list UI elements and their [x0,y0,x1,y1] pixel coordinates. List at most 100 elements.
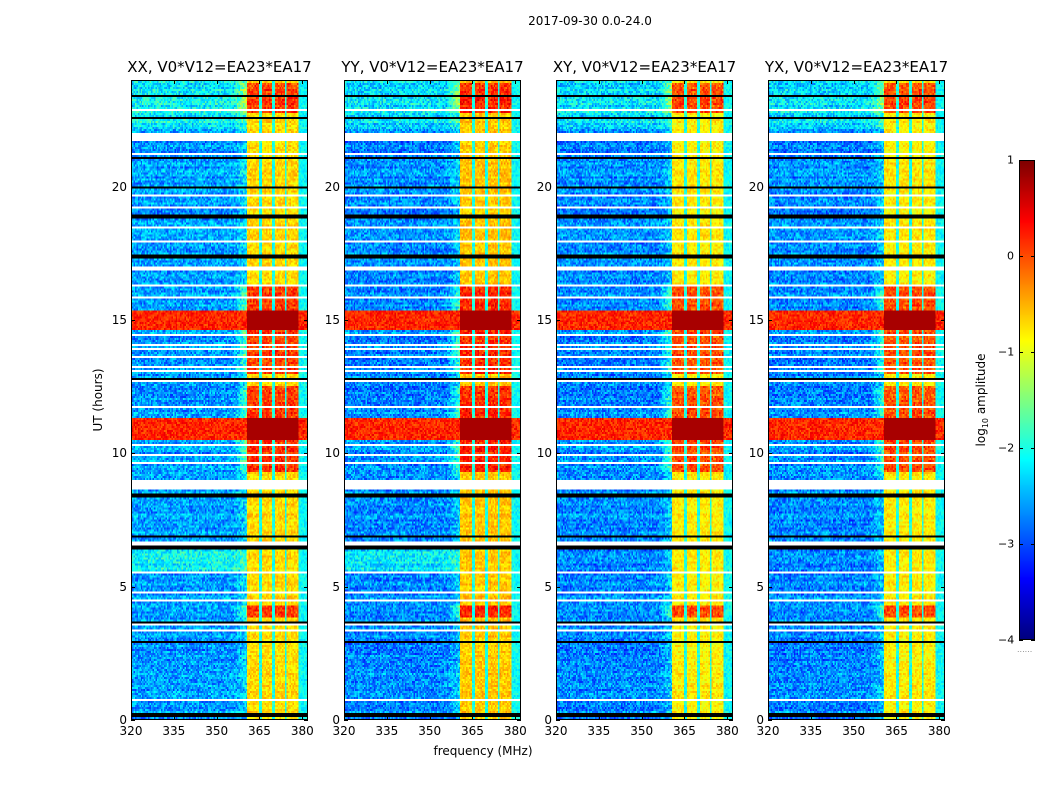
x-tick-label: 380 [715,724,739,738]
colorbar-label-prefix: log [973,428,988,447]
x-tick-mark [386,80,388,84]
y-tick-mark [304,453,308,455]
x-tick-mark [684,80,686,84]
x-tick-label: 380 [503,724,527,738]
x-tick-mark [810,80,812,84]
colorbar-tick-mark [1031,160,1035,161]
heatmap-image-yx [769,81,944,719]
y-tick-label: 15 [536,313,552,327]
y-tick-mark [304,320,308,321]
figure-suptitle: 2017-09-30 0.0-24.0 [528,14,652,28]
x-tick-label: 350 [842,724,866,738]
x-tick-label: 335 [375,724,399,738]
x-tick-mark [515,80,517,84]
y-tick-mark [344,586,348,588]
y-tick-mark [517,586,521,588]
colorbar-tick-mark [1031,640,1035,641]
x-tick-mark [727,716,729,720]
y-tick-label: 20 [111,179,127,194]
x-tick-mark [259,80,261,84]
y-tick-mark [131,186,135,188]
x-tick-mark [131,80,132,84]
y-tick-mark [941,586,945,588]
y-tick-label: 5 [756,579,764,594]
x-tick-label: 380 [927,724,951,738]
x-tick-mark [472,716,474,720]
panel-title-xy: XY, V0*V12=EA23*EA17 [552,58,737,76]
x-tick-mark [344,80,345,84]
y-tick-mark [729,586,733,588]
panel-title-yx: YX, V0*V12=EA23*EA17 [764,58,949,76]
colorbar [1019,160,1035,640]
y-tick-label: 10 [111,446,127,461]
colorbar-tick-mark [1019,448,1023,449]
x-tick-mark [515,716,517,720]
y-tick-mark [729,320,733,321]
x-tick-mark [810,716,812,720]
x-tick-mark [768,80,769,84]
y-tick-mark [131,586,135,588]
x-tick-label: 335 [799,724,823,738]
colorbar-tick-mark [1019,352,1023,353]
x-tick-label: 350 [205,724,229,738]
heatmap-panel-yx [768,80,945,720]
colorbar-tick-mark [1019,160,1023,161]
x-tick-label: 365 [461,724,484,738]
y-tick-label: 0 [119,713,127,727]
colorbar-tick-mark [1031,352,1035,353]
y-tick-label: 15 [324,313,340,327]
y-tick-mark [768,720,772,721]
x-tick-mark [598,80,600,84]
x-tick-mark [302,716,304,720]
y-tick-label: 20 [324,179,340,194]
colorbar-tick-label: −4 [998,633,1015,647]
y-axis-label: UT (hours) [91,368,105,432]
x-tick-mark [216,716,218,720]
y-tick-mark [344,186,348,188]
y-tick-mark [941,720,945,721]
y-tick-mark [941,186,945,188]
x-tick-label: 350 [418,724,442,738]
x-tick-mark [939,716,941,720]
x-axis-label: frequency (MHz) [433,744,533,758]
y-tick-mark [131,720,135,721]
y-tick-mark [344,453,348,455]
colorbar-gradient [1020,161,1034,639]
x-tick-label: 365 [885,724,908,738]
y-tick-label: 5 [544,579,552,594]
colorbar-tick-mark [1019,544,1023,545]
y-tick-mark [941,320,945,321]
colorbar-tick-label: −2 [998,441,1015,455]
x-tick-label: 320 [756,724,780,738]
panel-title-xx: XX, V0*V12=EA23*EA17 [127,58,312,76]
heatmap-image-xx [132,81,307,719]
y-tick-mark [304,186,308,188]
x-tick-mark [939,80,941,84]
y-tick-mark [768,186,772,188]
heatmap-panel-yy [344,80,521,720]
x-tick-mark [896,716,898,720]
x-tick-mark [173,716,175,720]
y-tick-label: 5 [332,579,340,594]
x-tick-mark [386,716,388,720]
y-tick-mark [304,720,308,721]
y-tick-mark [941,453,945,455]
x-tick-mark [853,716,855,720]
x-tick-mark [684,716,686,720]
colorbar-tick-label: 1 [1007,153,1014,167]
y-tick-mark [517,186,521,188]
x-tick-label: 365 [248,724,271,738]
y-tick-label: 10 [324,446,340,461]
y-tick-label: 0 [332,713,340,727]
y-tick-mark [556,720,560,721]
y-tick-label: 5 [119,579,127,594]
x-tick-mark [131,716,132,720]
colorbar-tick-mark [1019,256,1023,257]
y-tick-mark [556,186,560,188]
y-tick-mark [344,320,348,321]
colorbar-extension-dots: ...... [1017,645,1033,654]
colorbar-tick-mark [1031,256,1035,257]
x-tick-mark [173,80,175,84]
y-tick-mark [729,720,733,721]
y-tick-label: 10 [748,446,764,461]
